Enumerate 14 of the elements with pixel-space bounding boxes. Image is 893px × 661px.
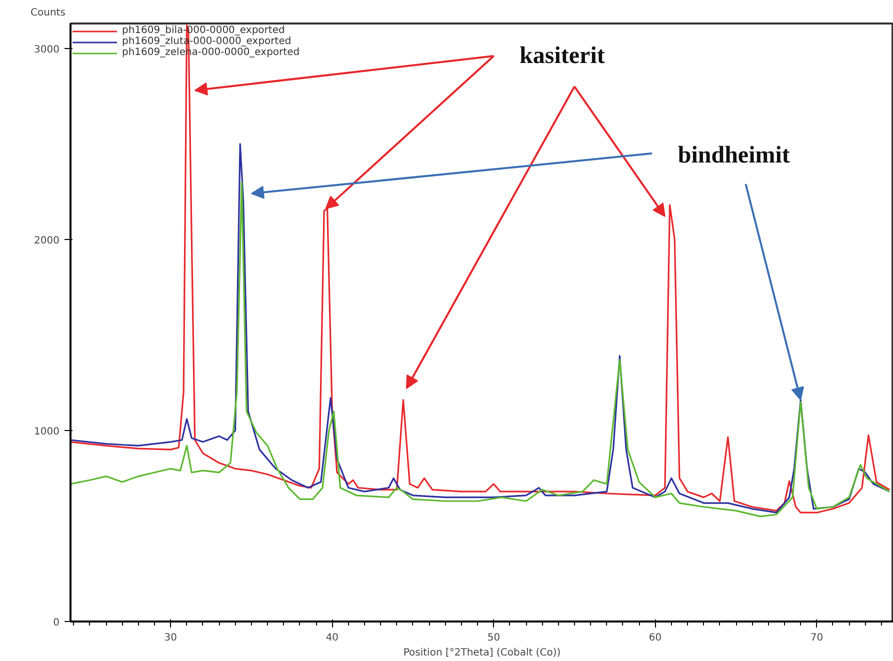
x-axis-title: Position [°2Theta] (Cobalt (Co))	[403, 648, 561, 658]
x-tick-label: 40	[326, 632, 339, 644]
x-tick-label: 70	[810, 632, 824, 644]
line-series	[70, 24, 890, 514]
x-tick-label: 60	[648, 632, 662, 644]
y-tick-label: 2000	[34, 235, 60, 246]
annotation: kasiterit	[520, 42, 605, 69]
x-tick-label: 50	[487, 632, 500, 644]
x-tick-label: 30	[164, 632, 178, 644]
annotation: bindheimit	[678, 142, 790, 168]
y-axis-title: Counts	[30, 8, 66, 18]
y-tick-label: 0	[53, 618, 60, 628]
y-tick-label: 1000	[34, 426, 60, 438]
y-tick-label: 3000	[34, 44, 60, 56]
